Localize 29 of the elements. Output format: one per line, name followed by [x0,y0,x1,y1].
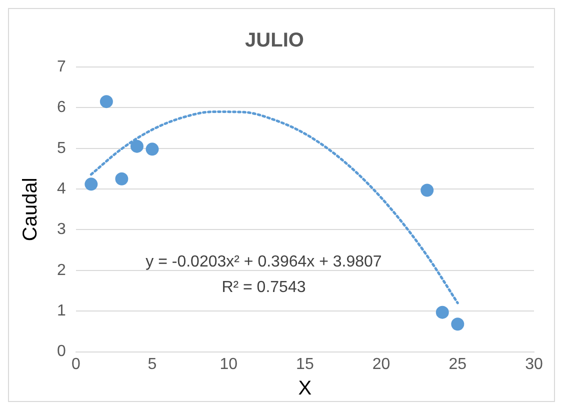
y-tick-label: 7 [56,58,66,76]
y-tick-label: 6 [56,99,66,116]
line-series [90,110,459,304]
point [84,178,98,191]
y-tick-label: 0 [56,343,66,360]
chart-title: JULIO [245,30,304,52]
x-tick-label: 30 [525,356,543,373]
x-axis-title: X [298,378,312,400]
x-tick-label: 5 [148,356,157,373]
x-tick-label: 25 [448,356,467,373]
y-tick-label: 2 [56,262,66,279]
annotation: R² = 0.7543 [222,278,306,296]
y-tick-label: 1 [56,302,66,320]
y-axis-title: Caudal [20,178,42,242]
point [115,172,128,186]
y-tick-label: 4 [56,180,66,198]
point [451,318,464,331]
point [420,184,434,197]
x-tick-label: 20 [372,356,390,373]
x-tick-label: 15 [296,356,314,373]
point [100,95,113,108]
y-tick-label: 3 [56,221,66,238]
x-tick-label: 0 [71,356,80,373]
y-tick-label: 5 [56,140,66,157]
point [436,306,449,319]
annotation: y = -0.0203x² + 0.3964x + 3.9807 [146,253,382,270]
point [130,140,144,153]
point [146,142,159,156]
x-tick-label: 10 [220,356,238,373]
